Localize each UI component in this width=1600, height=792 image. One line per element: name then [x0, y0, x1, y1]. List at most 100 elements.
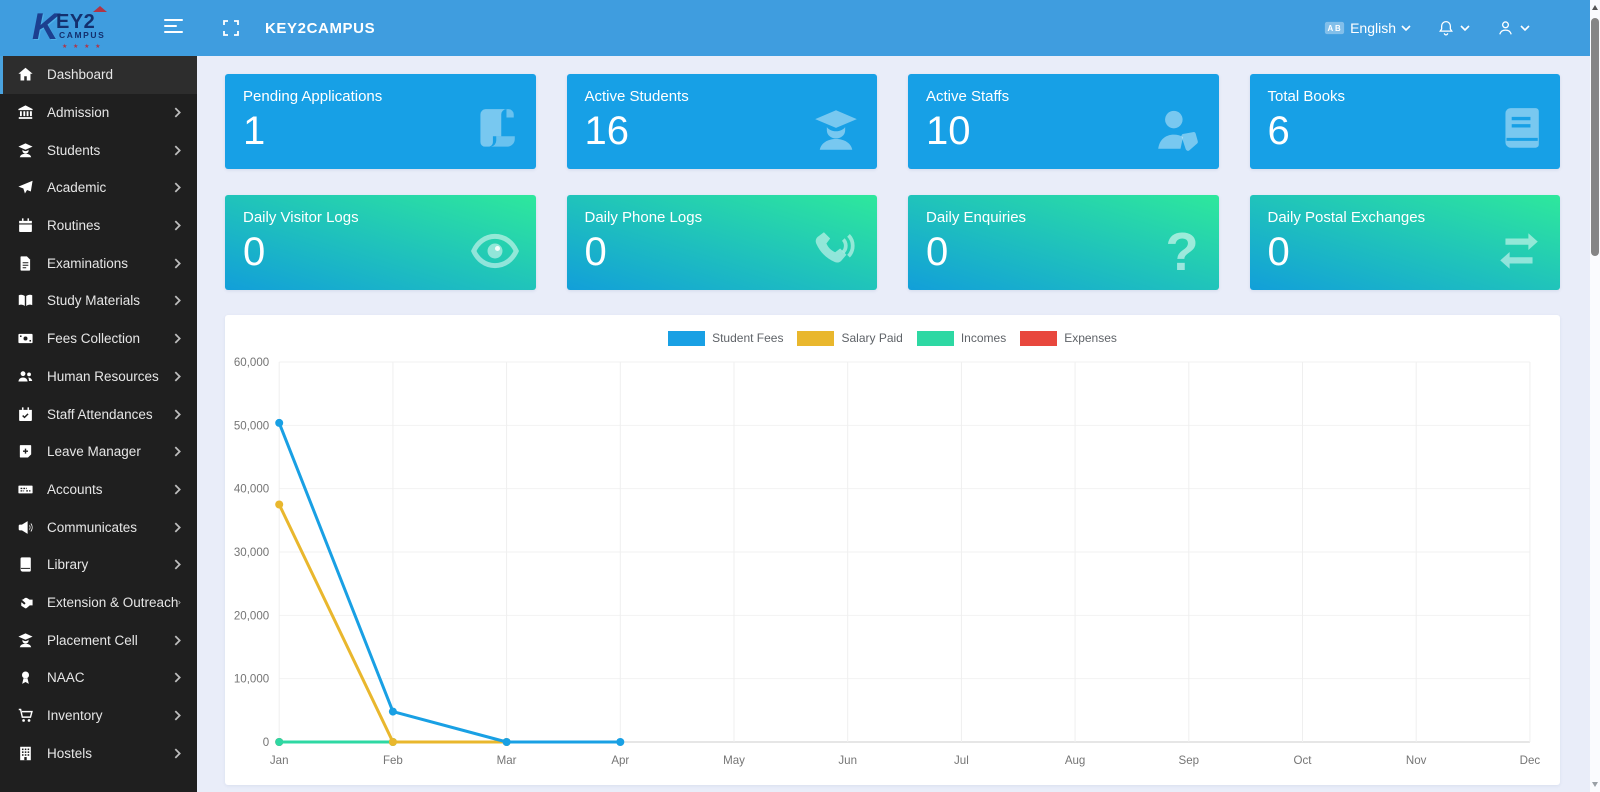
stat-card-title: Daily Enquiries: [926, 209, 1027, 226]
chevron-down-icon: [1460, 24, 1470, 31]
phone-volume-icon: [815, 232, 855, 263]
sidebar-item-dashboard[interactable]: Dashboard: [0, 56, 197, 94]
page-title: KEY2CAMPUS: [265, 19, 376, 37]
sidebar-item-study-materials[interactable]: Study Materials: [0, 282, 197, 320]
scrollbar-up-arrow[interactable]: [1591, 5, 1598, 10]
legend-label: Salary Paid: [841, 331, 903, 345]
stat-card-active-staffs[interactable]: Active Staffs 10: [908, 74, 1219, 169]
chevron-right-icon: [174, 220, 181, 231]
sidebar-item-students[interactable]: Students: [0, 131, 197, 169]
sidebar-item-fees-collection[interactable]: Fees Collection: [0, 320, 197, 358]
svg-text:A: A: [1328, 24, 1334, 33]
legend-label: Incomes: [960, 331, 1007, 345]
book-icon: [20, 557, 31, 572]
stat-card-title: Daily Visitor Logs: [243, 209, 359, 226]
sidebar-item-inventory[interactable]: Inventory: [0, 697, 197, 735]
stat-card-daily-phone-logs[interactable]: Daily Phone Logs 0: [566, 195, 877, 290]
sidebar-item-label: Fees Collection: [47, 331, 141, 347]
user-graduate-icon: [18, 143, 33, 157]
stat-card-value: 0: [584, 230, 607, 274]
stat-cards-grid: Pending Applications 1 Active Students 1…: [225, 74, 1560, 290]
svg-text:Feb: Feb: [383, 755, 403, 767]
sidebar-item-academic[interactable]: Academic: [0, 169, 197, 207]
sidebar-item-extension-outreach[interactable]: Extension & Outreach: [0, 584, 197, 622]
chevron-right-icon: [174, 258, 181, 269]
chevron-right-icon: [178, 600, 181, 605]
sidebar-item-accounts[interactable]: Accounts: [0, 471, 197, 509]
sidebar-item-label: NAAC: [47, 670, 85, 686]
stat-card-daily-visitor-logs[interactable]: Daily Visitor Logs 0: [225, 195, 536, 290]
stat-card-title: Daily Phone Logs: [584, 209, 703, 226]
chevron-right-icon: [174, 559, 181, 570]
sidebar-item-staff-attendances[interactable]: Staff Attendances: [0, 395, 197, 433]
stat-card-title: Total Books: [1267, 88, 1346, 105]
sidebar-item-label: Routines: [47, 218, 101, 234]
stat-card-daily-enquiries[interactable]: Daily Enquiries 0 ?: [908, 195, 1219, 290]
svg-text:40,000: 40,000: [234, 484, 269, 496]
stat-card-active-students[interactable]: Active Students 16: [566, 74, 877, 169]
language-selector[interactable]: A B English: [1324, 19, 1411, 37]
bullhorn-icon: [18, 520, 33, 534]
notifications-menu[interactable]: [1437, 18, 1470, 38]
graduation-cap-accent: [93, 6, 107, 12]
sidebar-item-naac[interactable]: NAAC: [0, 659, 197, 697]
stat-card-value: 0: [926, 230, 949, 274]
brand-logo[interactable]: K EY2 CAMPUS ★ ★ ★ ★: [20, 4, 140, 52]
money-bill-icon: [18, 334, 33, 344]
svg-text:10,000: 10,000: [234, 674, 269, 686]
finance-line-chart: 0 10,000 20,000 30,000 40,000 50,000 60,000 Jan…: [234, 357, 1541, 767]
sidebar-item-routines[interactable]: Routines: [0, 207, 197, 245]
chevron-down-icon: [1401, 24, 1411, 31]
stat-card-daily-postal-exchanges[interactable]: Daily Postal Exchanges 0: [1249, 195, 1560, 290]
svg-text:Aug: Aug: [1065, 755, 1086, 767]
user-graduate-icon: [18, 633, 33, 647]
sidebar-item-label: Extension & Outreach: [47, 594, 179, 610]
cart-icon: [18, 708, 33, 722]
legend-item-expenses: Expenses: [1020, 330, 1117, 346]
chevron-right-icon: [174, 371, 181, 382]
svg-text:0: 0: [263, 737, 269, 749]
scrollbar-down-arrow[interactable]: [1591, 782, 1598, 787]
chevron-right-icon: [174, 409, 181, 420]
svg-text:?: ?: [1165, 226, 1198, 276]
sidebar-item-label: Dashboard: [47, 67, 114, 83]
chevron-right-icon: [174, 710, 181, 721]
sidebar-item-human-resources[interactable]: Human Resources: [0, 358, 197, 396]
stat-card-total-books[interactable]: Total Books 6: [1249, 74, 1560, 169]
sidebar: Dashboard Admission Students Academic Ro…: [0, 56, 197, 792]
sidebar-item-examinations[interactable]: Examinations: [0, 244, 197, 282]
fullscreen-icon: [223, 20, 239, 36]
logo-line1: EY2: [56, 11, 96, 33]
fullscreen-button[interactable]: [223, 20, 239, 36]
stat-card-title: Active Students: [584, 88, 689, 105]
user-graduate-icon: [815, 110, 857, 150]
legend-label: Expenses: [1064, 331, 1117, 345]
book-icon: [1505, 108, 1539, 148]
home-icon: [18, 68, 33, 81]
user-menu[interactable]: [1496, 18, 1530, 38]
chevron-right-icon: [174, 145, 181, 156]
sidebar-item-hostels[interactable]: Hostels: [0, 734, 197, 772]
logo-zone: K EY2 CAMPUS ★ ★ ★ ★: [0, 0, 197, 56]
sidebar-item-label: Hostels: [47, 745, 93, 761]
calendar-check-icon: [19, 406, 32, 421]
sidebar-item-label: Staff Attendances: [47, 406, 153, 422]
sidebar-item-placement-cell[interactable]: Placement Cell: [0, 621, 197, 659]
legend-swatch: [797, 330, 835, 346]
book-open-icon: [18, 295, 33, 307]
scrollbar-thumb[interactable]: [1591, 18, 1599, 256]
sidebar-toggle-button[interactable]: [164, 19, 183, 35]
money-check-icon: [18, 485, 33, 494]
stat-card-title: Daily Postal Exchanges: [1267, 209, 1426, 226]
note-plus-icon: [19, 445, 32, 458]
sidebar-item-communicates[interactable]: Communicates: [0, 508, 197, 546]
sidebar-item-leave-manager[interactable]: Leave Manager: [0, 433, 197, 471]
sidebar-item-label: Communicates: [47, 519, 138, 535]
svg-text:Apr: Apr: [611, 755, 629, 767]
legend-item-student-fees: Student Fees: [668, 330, 783, 346]
sidebar-item-admission[interactable]: Admission: [0, 94, 197, 132]
sidebar-item-label: Library: [47, 557, 89, 573]
stat-card-pending-applications[interactable]: Pending Applications 1: [225, 74, 536, 169]
sidebar-item-library[interactable]: Library: [0, 546, 197, 584]
legend-swatch: [1020, 330, 1058, 346]
